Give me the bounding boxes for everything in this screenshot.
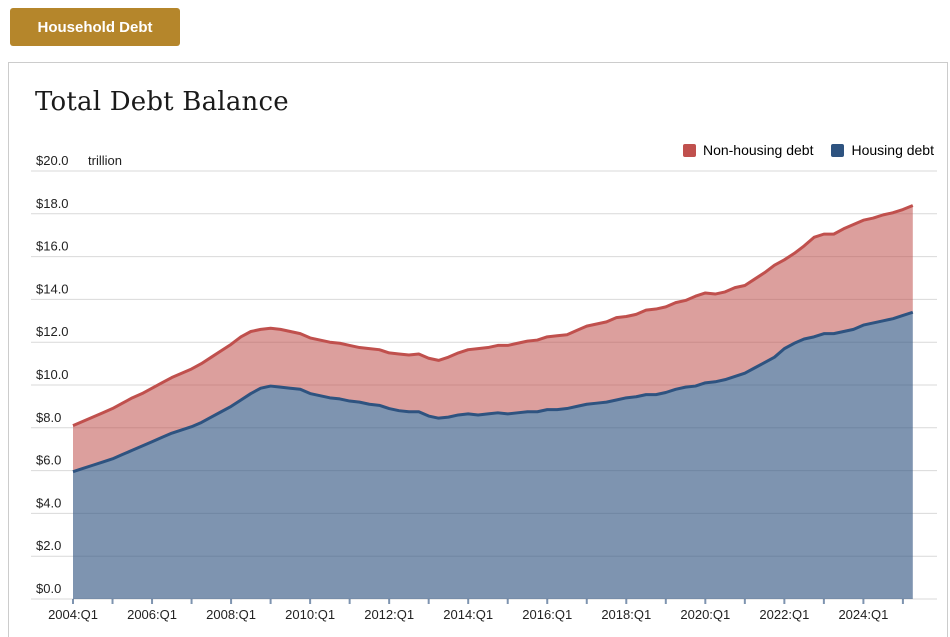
y-tick-label: $16.0	[36, 239, 69, 254]
y-tick-label: $0.0	[36, 581, 61, 596]
x-tick-label: 2012:Q1	[364, 607, 414, 622]
y-tick-label: $14.0	[36, 281, 69, 296]
y-tick-label: $10.0	[36, 367, 69, 382]
housing-debt-line	[72, 310, 914, 474]
y-tick-label: $12.0	[36, 324, 69, 339]
total-debt-line	[72, 204, 914, 428]
chart-legend: Non-housing debt Housing debt	[682, 142, 934, 158]
chart-panel: Total Debt Balance Non-housing debt Hous…	[8, 62, 948, 637]
x-tick-label: 2018:Q1	[601, 607, 651, 622]
y-tick-label: $4.0	[36, 495, 61, 510]
legend-item-nonhousing: Non-housing debt	[682, 142, 814, 158]
x-tick-label: 2010:Q1	[285, 607, 335, 622]
top-bar: Household Debt	[0, 0, 950, 62]
y-tick-label: $8.0	[36, 410, 61, 425]
y-tick-label: $2.0	[36, 538, 61, 553]
household-debt-tab[interactable]: Household Debt	[10, 8, 180, 46]
housing-swatch-icon	[831, 143, 845, 157]
legend-item-housing: Housing debt	[831, 142, 934, 158]
x-tick-label: 2024:Q1	[838, 607, 888, 622]
x-tick-label: 2022:Q1	[759, 607, 809, 622]
x-tick-label: 2020:Q1	[680, 607, 730, 622]
x-tick-label: 2004:Q1	[48, 607, 98, 622]
y-axis-unit-label: trillion	[88, 153, 122, 168]
x-tick-label: 2008:Q1	[206, 607, 256, 622]
x-tick-label: 2016:Q1	[522, 607, 572, 622]
nonhousing-swatch-icon	[682, 143, 696, 157]
y-tick-label: $20.0	[36, 153, 69, 168]
x-tick-label: 2006:Q1	[127, 607, 177, 622]
legend-label-housing: Housing debt	[851, 142, 934, 158]
y-tick-label: $18.0	[36, 196, 69, 211]
x-tick-label: 2014:Q1	[443, 607, 493, 622]
chart-title: Total Debt Balance	[35, 87, 289, 117]
legend-label-nonhousing: Non-housing debt	[702, 142, 814, 158]
debt-chart[interactable]: $0.0 $2.0 $4.0 $6.0 $8.0 $10.0 $12.0 $14.0 $16.0…	[9, 63, 948, 637]
y-tick-label: $6.0	[36, 453, 61, 468]
